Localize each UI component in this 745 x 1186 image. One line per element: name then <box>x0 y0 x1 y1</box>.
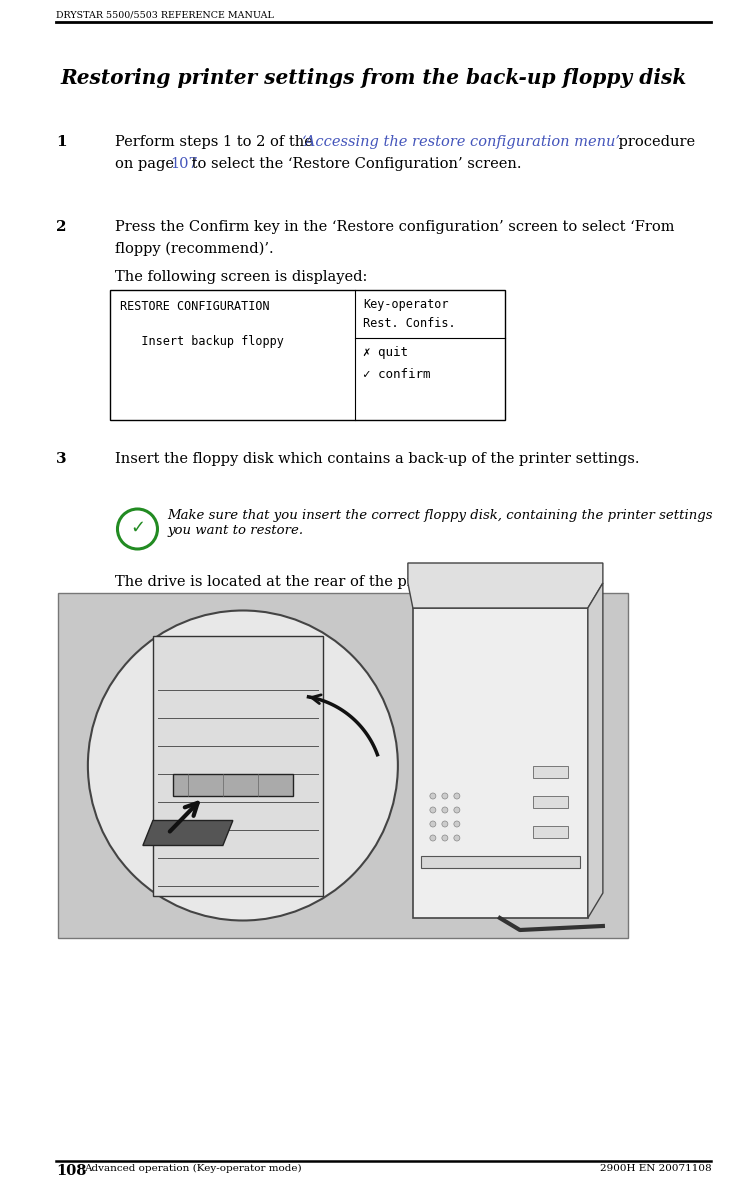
Circle shape <box>454 806 460 812</box>
Circle shape <box>454 821 460 827</box>
Circle shape <box>88 611 398 920</box>
Polygon shape <box>588 584 603 918</box>
Text: ‘Accessing the restore configuration menu’: ‘Accessing the restore configuration men… <box>302 135 621 149</box>
Text: Press the Confirm key in the ‘Restore configuration’ screen to select ‘From: Press the Confirm key in the ‘Restore co… <box>115 219 675 234</box>
Bar <box>533 796 568 808</box>
Text: 2900H EN 20071108: 2900H EN 20071108 <box>600 1163 711 1173</box>
Text: The following screen is displayed:: The following screen is displayed: <box>115 270 368 283</box>
Circle shape <box>430 835 436 841</box>
Circle shape <box>118 509 157 549</box>
Circle shape <box>430 806 436 812</box>
Text: floppy (recommend)’.: floppy (recommend)’. <box>115 242 274 256</box>
Text: 2: 2 <box>56 219 66 234</box>
Text: 108: 108 <box>56 1163 86 1178</box>
Circle shape <box>442 806 448 812</box>
Text: Make sure that you insert the correct floppy disk, containing the printer settin: Make sure that you insert the correct fl… <box>168 509 713 537</box>
Text: Insert the floppy disk which contains a back-up of the printer settings.: Insert the floppy disk which contains a … <box>115 452 640 466</box>
Text: The drive is located at the rear of the printer.: The drive is located at the rear of the … <box>115 575 453 589</box>
Text: Restoring printer settings from the back-up floppy disk: Restoring printer settings from the back… <box>61 68 687 88</box>
Text: Rest. Confis.: Rest. Confis. <box>364 317 456 330</box>
Text: ✓: ✓ <box>130 519 145 537</box>
Text: 3: 3 <box>56 452 66 466</box>
Text: 107: 107 <box>171 157 198 171</box>
Text: 1: 1 <box>56 135 66 149</box>
Bar <box>421 856 580 868</box>
FancyBboxPatch shape <box>413 608 588 918</box>
Text: ✓ confirm: ✓ confirm <box>364 368 431 381</box>
Polygon shape <box>143 821 233 846</box>
Polygon shape <box>408 563 603 608</box>
Bar <box>533 825 568 839</box>
Bar <box>153 636 323 895</box>
Text: RESTORE CONFIGURATION: RESTORE CONFIGURATION <box>121 300 270 313</box>
Circle shape <box>430 793 436 799</box>
Text: Perform steps 1 to 2 of the: Perform steps 1 to 2 of the <box>115 135 318 149</box>
Circle shape <box>454 793 460 799</box>
Circle shape <box>442 835 448 841</box>
Text: ✗ quit: ✗ quit <box>364 346 408 359</box>
Bar <box>58 593 628 938</box>
Bar <box>533 766 568 778</box>
Bar <box>173 773 293 796</box>
Text: on page: on page <box>115 157 179 171</box>
Text: to select the ‘Restore Configuration’ screen.: to select the ‘Restore Configuration’ sc… <box>188 157 522 171</box>
Text: Insert backup floppy: Insert backup floppy <box>121 334 285 347</box>
Circle shape <box>442 821 448 827</box>
Text: procedure: procedure <box>615 135 696 149</box>
Circle shape <box>442 793 448 799</box>
Text: Advanced operation (Key-operator mode): Advanced operation (Key-operator mode) <box>84 1163 302 1173</box>
Circle shape <box>454 835 460 841</box>
Bar <box>110 291 505 420</box>
Text: Key-operator: Key-operator <box>364 298 449 311</box>
Circle shape <box>430 821 436 827</box>
Text: DRYSTAR 5500/5503 REFERENCE MANUAL: DRYSTAR 5500/5503 REFERENCE MANUAL <box>56 9 273 19</box>
